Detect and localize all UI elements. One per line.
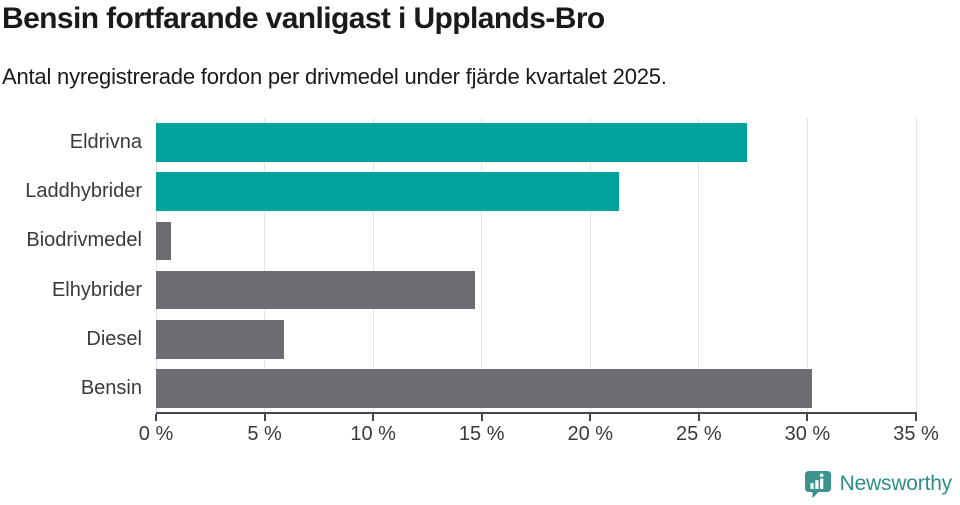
- bar-diesel[interactable]: [156, 319, 285, 359]
- category-label: Eldrivna: [69, 131, 142, 154]
- axis-tick: [697, 414, 700, 421]
- chart-title: Bensin fortfarande vanligast i Upplands-…: [2, 2, 605, 35]
- axis-tick: [589, 414, 592, 421]
- brand-footer[interactable]: Newsworthy: [804, 470, 952, 498]
- category-label: Biodrivmedel: [26, 229, 142, 252]
- x-axis-tick-labels: 0 % 5 % 10 % 15 % 20 % 25 % 30 % 35 %: [139, 423, 939, 453]
- bar-bensin[interactable]: [156, 369, 812, 408]
- bar-eldrivna[interactable]: [156, 123, 747, 162]
- axis-tick-label: 15 %: [458, 423, 505, 445]
- category-label: Elhybrider: [51, 278, 142, 301]
- plot-area: [155, 118, 917, 421]
- axis-tick-label: 25 %: [676, 423, 722, 445]
- bar-elhybrider[interactable]: [156, 270, 476, 310]
- axis-tick: [915, 414, 917, 421]
- axis-tick-label: 35 %: [893, 423, 939, 445]
- axis-tick-label: 20 %: [567, 423, 614, 445]
- axis-tick-label: 0 %: [138, 423, 174, 445]
- gridline: [698, 118, 700, 413]
- bar-biodrivmedel[interactable]: [156, 221, 172, 261]
- gridline: [264, 118, 266, 413]
- gridline: [806, 118, 808, 413]
- gridline: [155, 118, 157, 413]
- axis-tick: [372, 414, 375, 421]
- axis-tick: [806, 414, 809, 421]
- category-label: Bensin: [80, 376, 142, 399]
- gridline: [915, 118, 917, 413]
- category-label: Diesel: [86, 327, 142, 350]
- axis-tick: [480, 414, 483, 421]
- axis-tick-label: 5 %: [247, 423, 282, 445]
- x-axis-line: [156, 412, 917, 414]
- category-label: Laddhybrider: [25, 180, 142, 203]
- bar-chart: Eldrivna Laddhybrider Biodrivmedel Elhybrid…: [0, 118, 960, 445]
- bar-laddhybrider[interactable]: [156, 172, 619, 212]
- brand-name: Newsworthy: [839, 472, 953, 495]
- axis-tick: [155, 414, 157, 421]
- category-axis: Eldrivna Laddhybrider Biodrivmedel Elhybrid…: [0, 118, 142, 413]
- gridline: [481, 118, 483, 413]
- gridline: [589, 118, 591, 413]
- axis-tick: [263, 414, 266, 421]
- axis-tick-label: 10 %: [350, 423, 396, 445]
- gridline: [372, 118, 374, 413]
- axis-tick-label: 30 %: [784, 423, 831, 445]
- newsworthy-logo-icon: [804, 471, 831, 498]
- chart-subtitle: Antal nyregistrerade fordon per drivmede…: [2, 64, 667, 89]
